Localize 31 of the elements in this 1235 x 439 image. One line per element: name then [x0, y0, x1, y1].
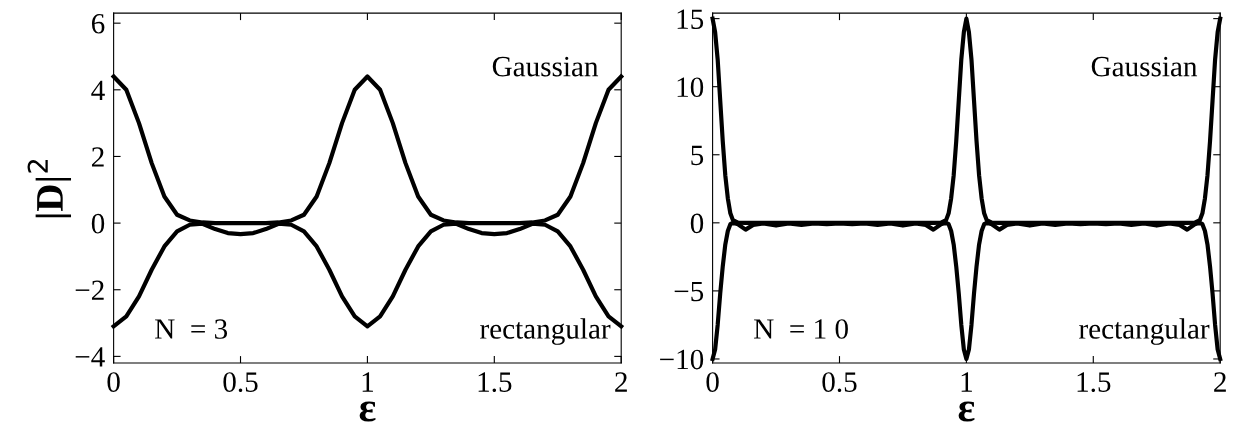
y-tick-label: 15 — [677, 9, 704, 30]
x-axis-title: ε — [958, 401, 975, 422]
x-tick-label: 1.5 — [1077, 372, 1111, 393]
y-tick-label: 5 — [691, 145, 704, 166]
annotation: N = 3 — [155, 319, 228, 339]
legend-label: Gaussian — [1091, 56, 1198, 77]
x-tick-label: 0 — [706, 372, 719, 392]
series-label: rectangular — [1079, 318, 1210, 345]
legend-label: Gaussian — [492, 56, 599, 77]
x-tick-label: 2 — [1214, 372, 1226, 392]
y-axis-title: |D|$^{2}$ — [27, 160, 72, 218]
y-tick-label: 2 — [91, 147, 104, 167]
y-tick-label: −10 — [660, 349, 704, 370]
y-tick-label: 0 — [91, 213, 105, 234]
x-tick-label: 0.5 — [822, 372, 857, 393]
x-tick-label: 1 — [961, 372, 972, 392]
x-tick-label: 2 — [615, 372, 627, 392]
x-tick-label: 0.5 — [223, 372, 258, 393]
y-tick-label: 4 — [91, 80, 105, 100]
x-tick-label: 1 — [362, 372, 373, 392]
y-tick-label: −2 — [75, 280, 104, 300]
y-tick-label: −4 — [75, 347, 105, 367]
x-tick-label: 0 — [107, 372, 120, 392]
y-tick-label: −5 — [674, 281, 704, 302]
x-tick-label: 1.5 — [478, 372, 512, 393]
y-tick-label: 10 — [677, 77, 704, 98]
y-tick-label: 0 — [690, 213, 704, 234]
y-tick-label: 6 — [91, 13, 105, 34]
x-axis-title: ε — [359, 401, 376, 422]
annotation: N = 1 0 — [754, 319, 848, 339]
legend-label: rectangular — [480, 318, 611, 345]
